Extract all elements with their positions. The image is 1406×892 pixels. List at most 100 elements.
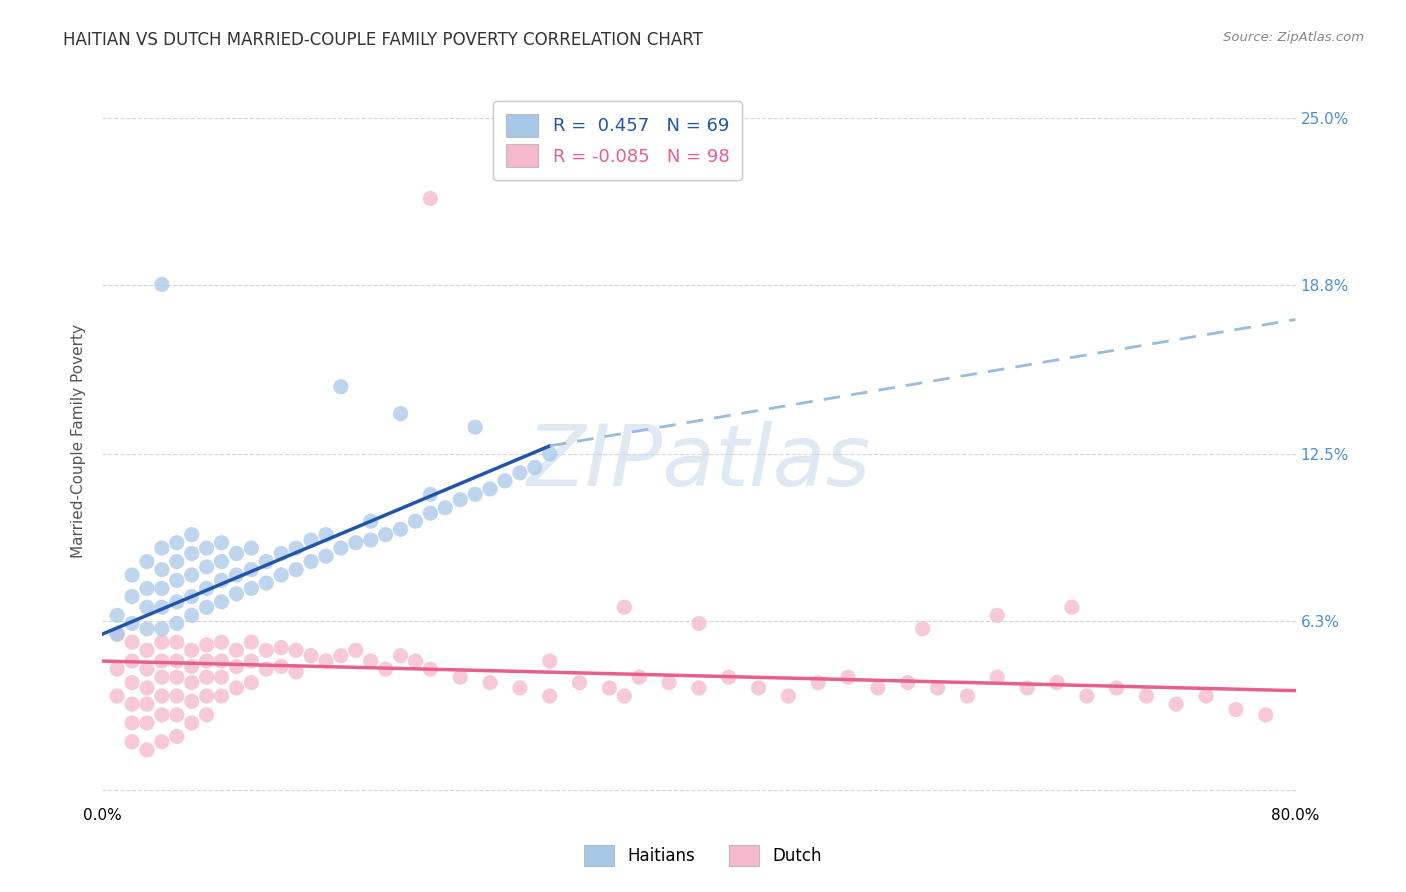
Point bbox=[315, 549, 337, 564]
Text: HAITIAN VS DUTCH MARRIED-COUPLE FAMILY POVERTY CORRELATION CHART: HAITIAN VS DUTCH MARRIED-COUPLE FAMILY P… bbox=[63, 31, 703, 49]
Point bbox=[464, 420, 486, 434]
Point bbox=[299, 555, 322, 569]
Point bbox=[136, 555, 159, 569]
Point bbox=[315, 654, 337, 668]
Point bbox=[180, 568, 202, 582]
Point bbox=[344, 535, 367, 549]
Point bbox=[136, 622, 159, 636]
Y-axis label: Married-Couple Family Poverty: Married-Couple Family Poverty bbox=[72, 324, 86, 558]
Point bbox=[240, 541, 263, 555]
Point bbox=[389, 648, 412, 663]
Point bbox=[1166, 697, 1188, 711]
Point bbox=[254, 555, 277, 569]
Point bbox=[180, 675, 202, 690]
Point bbox=[121, 568, 143, 582]
Point bbox=[180, 608, 202, 623]
Point bbox=[344, 643, 367, 657]
Point bbox=[150, 670, 173, 684]
Point bbox=[240, 563, 263, 577]
Point bbox=[136, 697, 159, 711]
Point bbox=[1225, 702, 1247, 716]
Point bbox=[166, 635, 188, 649]
Point bbox=[419, 662, 441, 676]
Point bbox=[180, 694, 202, 708]
Point bbox=[254, 662, 277, 676]
Point bbox=[897, 675, 920, 690]
Point bbox=[211, 595, 233, 609]
Point bbox=[225, 643, 247, 657]
Point bbox=[1135, 689, 1157, 703]
Point bbox=[509, 681, 531, 695]
Point bbox=[136, 600, 159, 615]
Point bbox=[121, 616, 143, 631]
Point bbox=[688, 681, 710, 695]
Point bbox=[166, 689, 188, 703]
Point bbox=[360, 514, 382, 528]
Point bbox=[166, 595, 188, 609]
Point bbox=[195, 689, 218, 703]
Point bbox=[225, 587, 247, 601]
Point bbox=[254, 643, 277, 657]
Point bbox=[240, 675, 263, 690]
Point bbox=[136, 582, 159, 596]
Point bbox=[195, 707, 218, 722]
Point bbox=[121, 735, 143, 749]
Point bbox=[166, 555, 188, 569]
Point bbox=[986, 608, 1008, 623]
Point bbox=[1254, 707, 1277, 722]
Point bbox=[166, 616, 188, 631]
Point bbox=[254, 576, 277, 591]
Point bbox=[105, 689, 128, 703]
Point bbox=[105, 662, 128, 676]
Point bbox=[225, 547, 247, 561]
Point bbox=[270, 547, 292, 561]
Point bbox=[195, 560, 218, 574]
Point bbox=[166, 535, 188, 549]
Point bbox=[538, 689, 561, 703]
Point bbox=[568, 675, 591, 690]
Point bbox=[225, 568, 247, 582]
Point bbox=[986, 670, 1008, 684]
Point bbox=[748, 681, 770, 695]
Point bbox=[778, 689, 800, 703]
Point bbox=[404, 514, 426, 528]
Point bbox=[121, 635, 143, 649]
Point bbox=[479, 482, 502, 496]
Point bbox=[150, 689, 173, 703]
Point bbox=[717, 670, 740, 684]
Point bbox=[150, 707, 173, 722]
Point bbox=[285, 563, 308, 577]
Point bbox=[1195, 689, 1218, 703]
Point bbox=[105, 627, 128, 641]
Point bbox=[180, 547, 202, 561]
Point bbox=[523, 460, 546, 475]
Point bbox=[285, 665, 308, 679]
Point bbox=[195, 541, 218, 555]
Point bbox=[225, 681, 247, 695]
Point bbox=[688, 616, 710, 631]
Point bbox=[270, 640, 292, 655]
Point bbox=[419, 506, 441, 520]
Point bbox=[180, 643, 202, 657]
Point bbox=[598, 681, 620, 695]
Point bbox=[121, 654, 143, 668]
Point bbox=[329, 541, 352, 555]
Point bbox=[150, 600, 173, 615]
Point bbox=[285, 643, 308, 657]
Point bbox=[180, 527, 202, 541]
Point bbox=[211, 574, 233, 588]
Point bbox=[299, 533, 322, 547]
Point bbox=[150, 563, 173, 577]
Point bbox=[538, 654, 561, 668]
Point bbox=[195, 638, 218, 652]
Point bbox=[211, 689, 233, 703]
Point bbox=[419, 487, 441, 501]
Point bbox=[360, 654, 382, 668]
Point bbox=[240, 654, 263, 668]
Point bbox=[658, 675, 681, 690]
Point bbox=[211, 555, 233, 569]
Point bbox=[464, 487, 486, 501]
Point bbox=[538, 447, 561, 461]
Point bbox=[434, 500, 457, 515]
Point bbox=[150, 622, 173, 636]
